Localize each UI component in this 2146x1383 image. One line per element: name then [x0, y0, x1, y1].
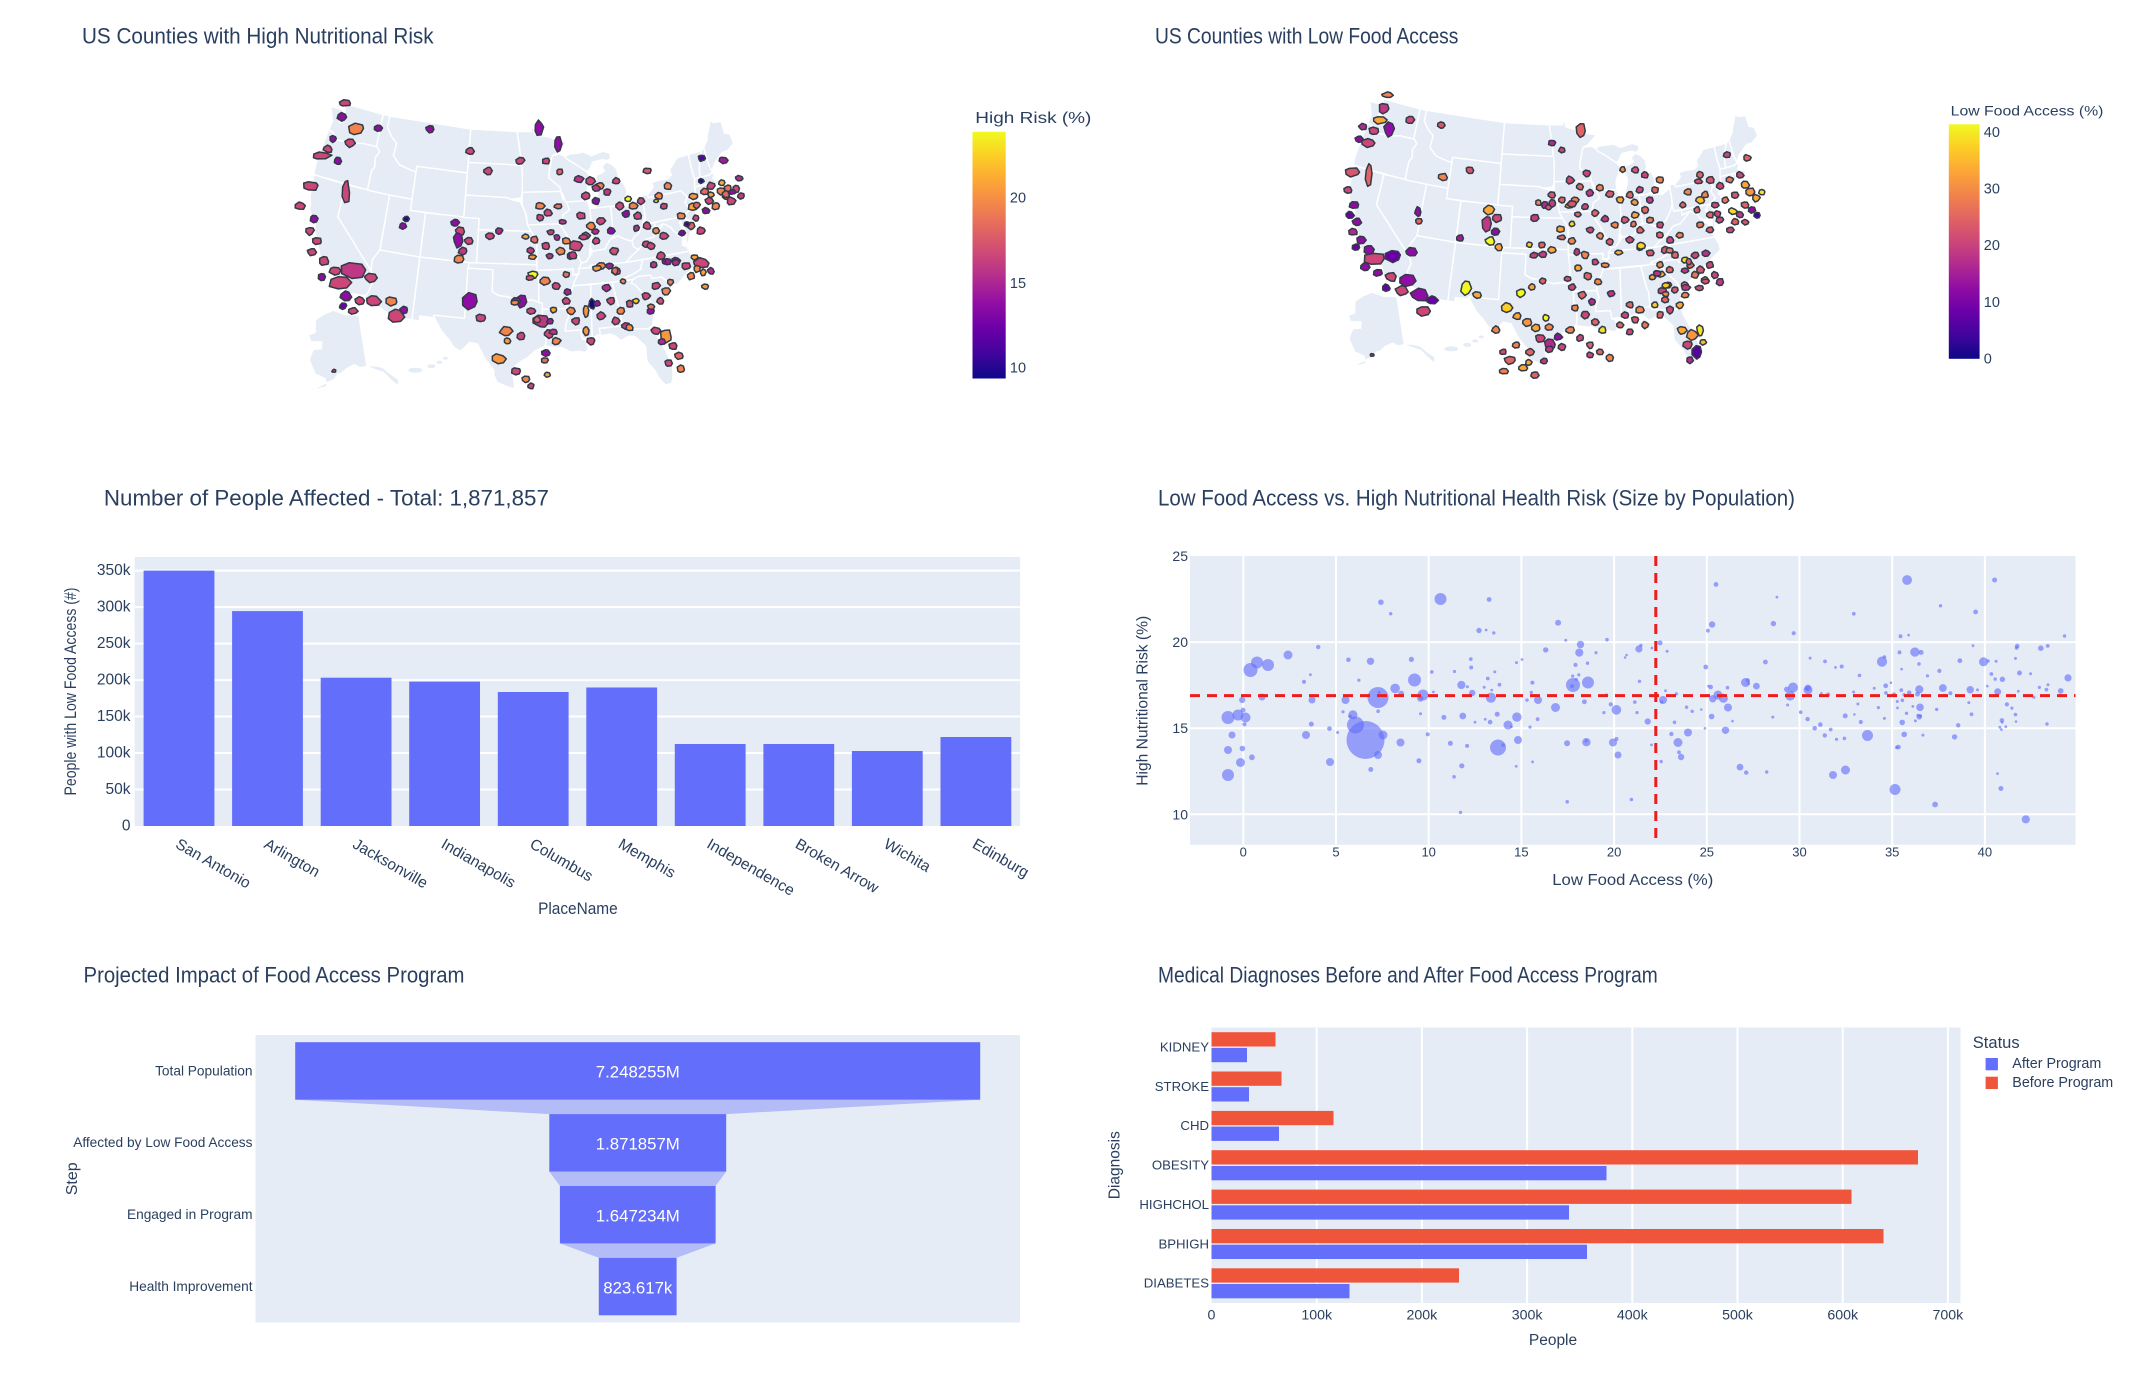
svg-text:DIABETES: DIABETES [1144, 1276, 1209, 1291]
svg-text:100k: 100k [1301, 1308, 1333, 1324]
svg-text:150k: 150k [97, 708, 131, 725]
svg-text:50k: 50k [106, 781, 131, 798]
svg-text:People: People [1529, 1332, 1577, 1349]
svg-text:5: 5 [1332, 845, 1339, 860]
svg-text:HIGHCHOL: HIGHCHOL [1139, 1197, 1209, 1212]
svg-text:823.617k: 823.617k [603, 1278, 673, 1297]
svg-text:After Program: After Program [2012, 1056, 2101, 1072]
svg-text:Diagnosis: Diagnosis [1106, 1131, 1123, 1199]
svg-text:Medical Diagnoses Before and A: Medical Diagnoses Before and After Food … [1158, 962, 1658, 987]
svg-text:STROKE: STROKE [1155, 1079, 1209, 1094]
svg-text:BPHIGH: BPHIGH [1158, 1236, 1209, 1251]
svg-text:US Counties with High Nutritio: US Counties with High Nutritional Risk [82, 23, 435, 48]
svg-text:35: 35 [1885, 845, 1899, 860]
svg-text:US Counties with Low Food Acce: US Counties with Low Food Access [1155, 23, 1458, 48]
svg-text:7.248255M: 7.248255M [596, 1063, 680, 1082]
svg-text:30: 30 [1792, 845, 1806, 860]
svg-text:Low Food Access (%): Low Food Access (%) [1951, 103, 2104, 118]
svg-text:600k: 600k [1827, 1308, 1859, 1324]
svg-text:500k: 500k [1722, 1308, 1754, 1324]
svg-text:400k: 400k [1617, 1308, 1649, 1324]
svg-text:KIDNEY: KIDNEY [1160, 1040, 1209, 1055]
svg-text:20: 20 [1984, 238, 2000, 254]
svg-text:Projected Impact of Food Acces: Projected Impact of Food Access Program [84, 962, 465, 987]
svg-text:10: 10 [1984, 295, 2000, 311]
svg-text:30: 30 [1984, 181, 2000, 197]
svg-text:OBESITY: OBESITY [1152, 1158, 1209, 1173]
svg-text:High Risk (%): High Risk (%) [975, 110, 1091, 127]
svg-text:0: 0 [1240, 845, 1247, 860]
svg-text:Low Food Access (%): Low Food Access (%) [1552, 872, 1713, 889]
svg-text:Total Population: Total Population [155, 1063, 252, 1078]
svg-text:300k: 300k [97, 599, 131, 616]
svg-text:25: 25 [1700, 845, 1714, 860]
svg-text:Health Improvement: Health Improvement [129, 1279, 252, 1294]
svg-text:25: 25 [1172, 548, 1188, 564]
svg-text:Engaged in Program: Engaged in Program [127, 1207, 253, 1222]
svg-text:40: 40 [1978, 845, 1992, 860]
svg-text:250k: 250k [97, 635, 131, 652]
svg-text:0: 0 [1208, 1308, 1216, 1324]
svg-text:Step: Step [64, 1162, 81, 1195]
svg-text:Affected by Low Food Access: Affected by Low Food Access [73, 1135, 252, 1150]
svg-text:15: 15 [1010, 276, 1026, 292]
svg-text:200k: 200k [1407, 1308, 1439, 1324]
svg-text:15: 15 [1172, 720, 1188, 736]
svg-text:0: 0 [1984, 352, 1992, 368]
svg-text:People with Low Food Access (#: People with Low Food Access (#) [61, 588, 80, 796]
svg-text:350k: 350k [97, 562, 131, 579]
svg-text:20: 20 [1172, 634, 1188, 650]
svg-text:10: 10 [1421, 845, 1435, 860]
svg-text:20: 20 [1607, 845, 1621, 860]
svg-text:15: 15 [1514, 845, 1528, 860]
svg-text:100k: 100k [97, 744, 131, 761]
svg-text:1.871857M: 1.871857M [596, 1135, 680, 1154]
svg-text:10: 10 [1010, 360, 1026, 376]
svg-text:Number of People Affected - To: Number of People Affected - Total: 1,871… [104, 485, 549, 510]
svg-text:High Nutritional Risk (%): High Nutritional Risk (%) [1134, 616, 1151, 786]
svg-text:20: 20 [1010, 191, 1026, 207]
svg-text:CHD: CHD [1180, 1118, 1209, 1133]
svg-text:Low Food Access vs. High Nutri: Low Food Access vs. High Nutritional Hea… [1158, 485, 1795, 510]
svg-text:300k: 300k [1512, 1308, 1544, 1324]
svg-text:PlaceName: PlaceName [538, 899, 618, 918]
svg-text:Status: Status [1973, 1034, 2020, 1052]
svg-text:0: 0 [122, 817, 131, 834]
svg-text:200k: 200k [97, 672, 131, 689]
svg-text:10: 10 [1172, 806, 1188, 822]
svg-text:Before Program: Before Program [2012, 1075, 2113, 1091]
svg-text:1.647234M: 1.647234M [596, 1207, 680, 1226]
svg-text:40: 40 [1984, 125, 2000, 141]
svg-text:700k: 700k [1933, 1308, 1965, 1324]
